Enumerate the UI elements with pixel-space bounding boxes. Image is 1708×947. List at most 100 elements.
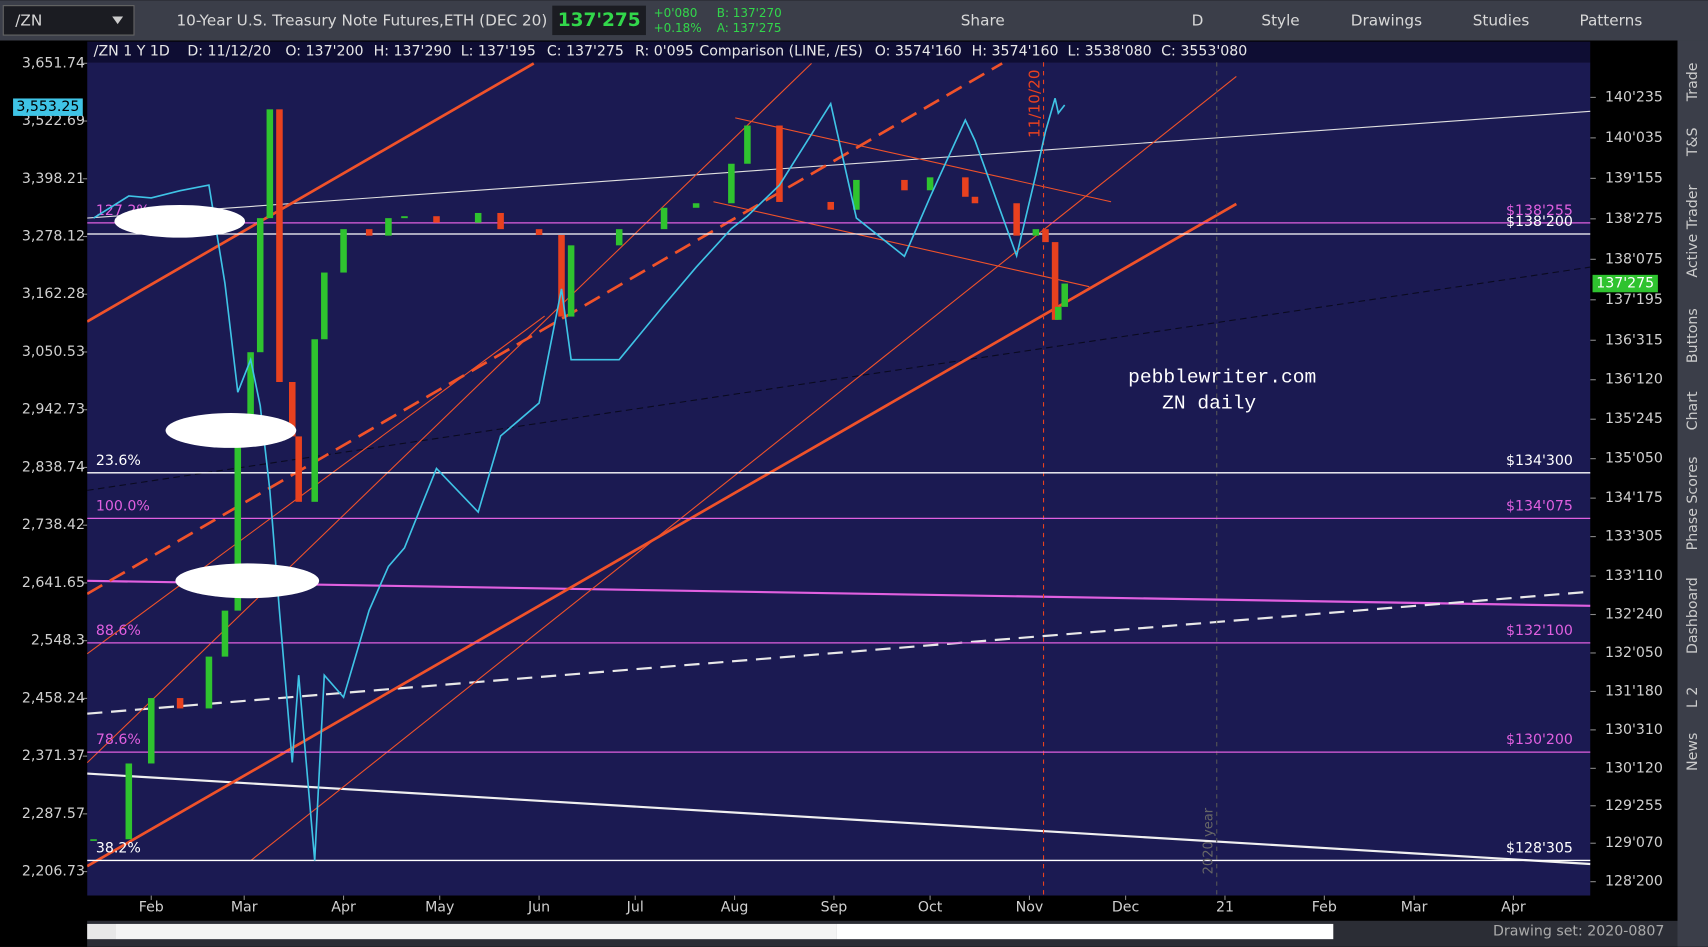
toolbar-button[interactable]: Studies bbox=[1473, 11, 1530, 29]
info-field: O: 3574'160 bbox=[875, 43, 962, 59]
level-percent: 23.6% bbox=[96, 453, 141, 469]
side-tab[interactable]: L 2 bbox=[1685, 687, 1701, 708]
side-tab[interactable]: Active Trader bbox=[1685, 185, 1701, 278]
side-tab[interactable]: Phase Scores bbox=[1685, 457, 1701, 551]
last-es-tag bbox=[13, 98, 83, 116]
candle bbox=[276, 109, 283, 383]
info-field: /ZN 1 Y 1D bbox=[94, 43, 170, 59]
trend-line bbox=[87, 590, 1591, 715]
side-tab[interactable]: Dashboard bbox=[1685, 577, 1701, 654]
candle bbox=[1055, 306, 1062, 320]
price-box bbox=[552, 5, 646, 36]
channel-line bbox=[86, 62, 812, 764]
dropdown-arrow[interactable] bbox=[112, 16, 124, 25]
x-tick-label: Apr bbox=[331, 900, 356, 916]
side-tab[interactable]: Buttons bbox=[1685, 308, 1701, 363]
toolbar-button[interactable]: Patterns bbox=[1579, 11, 1642, 29]
candle bbox=[365, 229, 373, 236]
symbol-box[interactable] bbox=[2, 5, 135, 36]
candle bbox=[971, 196, 979, 204]
channel-line bbox=[735, 117, 1112, 203]
plot-bg bbox=[87, 62, 1591, 896]
highlights bbox=[114, 204, 320, 599]
candle bbox=[615, 229, 623, 246]
side-tab[interactable]: T&S bbox=[1685, 127, 1701, 157]
info-bar-bg bbox=[87, 41, 1591, 63]
event-date: 11/10/20 bbox=[1025, 69, 1043, 138]
drawings bbox=[86, 62, 1591, 896]
candle bbox=[497, 212, 504, 230]
y-tick-label: 130'120 bbox=[1605, 760, 1663, 776]
side-tab[interactable]: News bbox=[1685, 733, 1701, 771]
x-tick-label: Feb bbox=[139, 900, 164, 916]
candle bbox=[474, 212, 482, 223]
candle bbox=[385, 218, 392, 236]
candle bbox=[321, 272, 328, 340]
info-field: L: 137'195 bbox=[461, 43, 536, 59]
side-tab[interactable]: Chart bbox=[1685, 391, 1701, 430]
y2-tick-label: 2,838.74 bbox=[22, 459, 85, 475]
symbol[interactable]: /ZN bbox=[15, 11, 42, 29]
candle bbox=[567, 245, 575, 317]
level-percent: 78.6% bbox=[96, 732, 141, 748]
level-percent: 38.2% bbox=[96, 840, 141, 856]
y2-tick-label: 3,651.74 bbox=[22, 55, 85, 71]
toolbar-button[interactable]: Share bbox=[961, 11, 1005, 29]
channel-line bbox=[250, 76, 1237, 862]
candle bbox=[289, 382, 296, 437]
candle bbox=[926, 177, 934, 191]
y-tick-label: 135'245 bbox=[1605, 411, 1663, 427]
candle bbox=[1051, 242, 1059, 320]
y-tick-label: 129'255 bbox=[1605, 798, 1663, 814]
y-tick-label: 133'110 bbox=[1605, 568, 1663, 584]
y-tick-label: 132'050 bbox=[1605, 645, 1663, 661]
x-axis-bg bbox=[0, 895, 1678, 921]
candle bbox=[1061, 283, 1068, 307]
y-tick-label: 132'240 bbox=[1605, 607, 1663, 623]
toolbar-button[interactable]: Drawings bbox=[1351, 11, 1422, 29]
candle bbox=[433, 216, 440, 223]
y2-tick-label: 2,942.73 bbox=[22, 402, 85, 418]
change: +0'080 bbox=[654, 6, 698, 20]
candle bbox=[176, 698, 184, 709]
toolbar-button[interactable]: D bbox=[1192, 11, 1204, 29]
candle bbox=[901, 179, 908, 191]
candle bbox=[558, 234, 565, 317]
y2-tick-label: 2,738.42 bbox=[22, 517, 85, 533]
x-tick-label: Oct bbox=[918, 900, 943, 916]
x-tick-label: Jun bbox=[527, 900, 550, 916]
y2-tick-label: 2,458.24 bbox=[22, 690, 85, 706]
candle bbox=[827, 201, 835, 210]
y-tick-label: 137'195 bbox=[1605, 292, 1663, 308]
candle bbox=[692, 203, 700, 208]
level-price: $134'300 bbox=[1506, 453, 1573, 469]
x-tick-label: Feb bbox=[1312, 900, 1337, 916]
scroll-thumb[interactable] bbox=[115, 923, 837, 940]
ask: A: 137'275 bbox=[717, 21, 782, 35]
chart-subtitle: ZN daily bbox=[1162, 392, 1256, 414]
y-tick-label: 135'050 bbox=[1605, 451, 1663, 467]
trend-line bbox=[87, 772, 1591, 866]
level-price: $138'200 bbox=[1506, 214, 1573, 230]
level-price: $138'255 bbox=[1506, 203, 1573, 219]
y2-tick-label: 2,371.37 bbox=[22, 748, 85, 764]
candle bbox=[1032, 229, 1040, 236]
info-field: C: 137'275 bbox=[547, 43, 624, 59]
candle bbox=[295, 436, 302, 502]
trend-line bbox=[87, 266, 1591, 491]
info-field: Comparison (LINE, /ES) bbox=[699, 43, 863, 59]
side-tab[interactable]: Trade bbox=[1685, 63, 1701, 103]
scroll-track[interactable] bbox=[836, 923, 1334, 940]
candle bbox=[125, 763, 133, 840]
candle bbox=[401, 216, 408, 219]
description: 10-Year U.S. Treasury Note Futures,ETH (… bbox=[176, 11, 547, 29]
toolbar-button[interactable]: Style bbox=[1261, 11, 1299, 29]
y-tick-label: 130'310 bbox=[1605, 722, 1663, 738]
y-tick-label: 139'155 bbox=[1605, 170, 1663, 186]
x-tick-label: Mar bbox=[1401, 900, 1428, 916]
y2-tick-label: 2,548.3 bbox=[31, 633, 85, 649]
highlight-ellipse bbox=[165, 413, 297, 448]
x-tick-label: 21 bbox=[1216, 900, 1234, 916]
left-axis-bg bbox=[0, 40, 88, 947]
x-tick-label: Apr bbox=[1501, 900, 1526, 916]
